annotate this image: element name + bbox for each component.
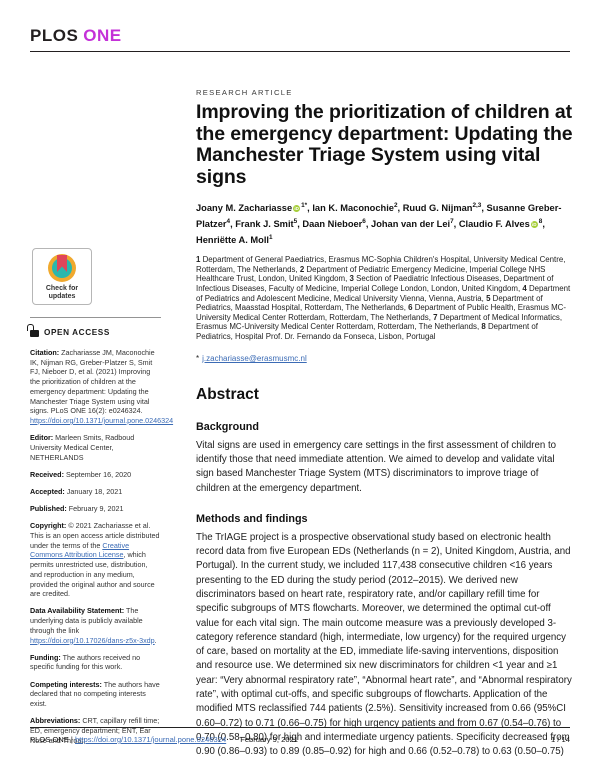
abstract-heading: Abstract bbox=[196, 385, 259, 403]
page-footer: PLOS ONE | https://doi.org/10.1371/journ… bbox=[30, 727, 570, 744]
affiliation-number: 1 bbox=[196, 255, 203, 265]
copyright-text: © 2021 Zachariasse et al. This is an ope… bbox=[30, 521, 160, 550]
footer-date: February 9, 2021 bbox=[240, 735, 299, 744]
author-name: Claudio F. Alves iD 8, bbox=[458, 218, 545, 230]
competing-interests-block: Competing interests: The authors have de… bbox=[30, 680, 161, 709]
affiliation-number: 8 bbox=[481, 322, 488, 332]
citation-block: Citation: Zachariasse JM, Maconochie IK,… bbox=[30, 348, 173, 426]
check-for-updates-icon bbox=[48, 254, 76, 282]
footer-doi-link[interactable]: https://doi.org/10.1371/journal.pone.024… bbox=[75, 735, 227, 744]
corresponding-author-row: * j.zachariasse@erasmusmc.nl bbox=[196, 354, 574, 363]
published-label: Published: bbox=[30, 504, 67, 514]
author-name: Frank J. Smit5, bbox=[235, 218, 303, 230]
bookmark-ribbon-icon bbox=[57, 255, 67, 272]
author-list: Joany M. Zachariasse iD 1*, Ian K. Maconoc… bbox=[196, 199, 574, 247]
open-access-row: OPEN ACCESS bbox=[27, 324, 161, 337]
background-text: Vital signs are used in emergency care s… bbox=[196, 439, 557, 494]
corresponding-email-link[interactable]: j.zachariasse@erasmusmc.nl bbox=[202, 353, 307, 363]
methods-heading: Methods and findings bbox=[196, 512, 308, 525]
author-name: Ruud G. Nijman2,3, bbox=[402, 202, 487, 214]
affiliation-number: 6 bbox=[408, 303, 415, 313]
journal-header: PLOS ONE bbox=[30, 26, 570, 52]
page-number: 1 / 14 bbox=[551, 735, 570, 744]
author-name: Daan Nieboer6, bbox=[302, 218, 372, 230]
badge-label-line2: updates bbox=[48, 293, 76, 300]
article: RESEARCH ARTICLE Improving the prioritiz… bbox=[196, 88, 574, 760]
published-block: Published: February 9, 2021 bbox=[30, 504, 161, 514]
orcid-icon[interactable]: iD bbox=[293, 205, 301, 213]
methods-text: The TrIAGE project is a prospective obse… bbox=[196, 531, 572, 758]
affiliation-number: 3 bbox=[349, 274, 357, 284]
data-availability-link[interactable]: https://doi.org/10.17026/dans-z5x-3xdp bbox=[30, 635, 155, 645]
data-availability-label: Data Availability Statement: bbox=[30, 606, 125, 616]
brand-plos: PLOS bbox=[30, 26, 79, 45]
editor-text: Marleen Smits, Radboud University Medica… bbox=[30, 433, 135, 462]
published-date: February 9, 2021 bbox=[66, 504, 124, 514]
background-heading: Background bbox=[196, 420, 259, 433]
cc-license-link[interactable]: Creative Commons Attribution License bbox=[30, 540, 130, 560]
article-type: RESEARCH ARTICLE bbox=[196, 88, 293, 97]
affiliation-number: 2 bbox=[299, 264, 307, 274]
data-availability-text-after: . bbox=[154, 635, 157, 645]
journal-logo[interactable]: PLOS ONE bbox=[30, 26, 570, 46]
copyright-label: Copyright: bbox=[30, 521, 67, 531]
orcid-icon[interactable]: iD bbox=[530, 221, 538, 229]
affiliation-number: 7 bbox=[433, 312, 440, 322]
funding-text: The authors received no specific funding… bbox=[30, 652, 141, 672]
author-name: Johan van der Lei7, bbox=[371, 218, 459, 230]
received-label: Received: bbox=[30, 469, 64, 479]
affiliation-list: 1 Department of General Paediatrics, Era… bbox=[196, 255, 571, 342]
sidebar-divider bbox=[30, 317, 161, 318]
affiliation-number: 5 bbox=[486, 293, 493, 303]
funding-label: Funding: bbox=[30, 652, 61, 662]
footer-journal: PLOS ONE | bbox=[30, 735, 76, 744]
author-name: Henriëtte A. Moll1 bbox=[196, 234, 273, 246]
open-lock-icon bbox=[27, 324, 39, 337]
data-availability-text: The underlying data is publicly availabl… bbox=[30, 606, 143, 635]
data-availability-block: Data Availability Statement: The underly… bbox=[30, 606, 161, 645]
editor-block: Editor: Marleen Smits, Radboud Universit… bbox=[30, 433, 161, 462]
open-access-label: OPEN ACCESS bbox=[44, 328, 110, 337]
abbreviations-text: CRT, capillary refill time; ED, emergenc… bbox=[30, 716, 160, 745]
abbreviations-block: Abbreviations: CRT, capillary refill tim… bbox=[30, 716, 161, 745]
citation-label: Citation: bbox=[30, 348, 60, 357]
received-block: Received: September 16, 2020 bbox=[30, 470, 161, 480]
competing-interests-label: Competing interests: bbox=[30, 679, 102, 689]
author-name: Joany M. Zachariasse iD 1*, bbox=[196, 202, 313, 214]
badge-label-line1: Check for bbox=[45, 285, 79, 292]
abbreviations-label: Abbreviations: bbox=[30, 716, 81, 726]
citation-doi-link[interactable]: https://doi.org/10.1371/journal.pone.024… bbox=[30, 415, 174, 425]
accepted-block: Accepted: January 18, 2021 bbox=[30, 487, 161, 497]
author-name: Ian K. Maconochie2, bbox=[312, 202, 403, 214]
accepted-date: January 18, 2021 bbox=[64, 486, 123, 496]
article-title: Improving the prioritization of children… bbox=[196, 101, 573, 188]
editor-label: Editor: bbox=[30, 433, 54, 443]
competing-interests-text: The authors have declared that no compet… bbox=[30, 679, 160, 709]
copyright-block: Copyright: © 2021 Zachariasse et al. Thi… bbox=[30, 521, 161, 599]
footer-citation: PLOS ONE | https://doi.org/10.1371/journ… bbox=[30, 735, 298, 744]
author-name: Susanne Greber-Platzer4, bbox=[196, 203, 562, 230]
citation-text: Zachariasse JM, Maconochie IK, Nijman RG… bbox=[30, 348, 155, 416]
sidebar: Check for updates OPEN ACCESS Citation: … bbox=[27, 248, 173, 753]
check-for-updates-badge[interactable]: Check for updates bbox=[32, 248, 92, 305]
received-date: September 16, 2020 bbox=[63, 469, 132, 479]
funding-block: Funding: The authors received no specifi… bbox=[30, 653, 161, 672]
accepted-label: Accepted: bbox=[30, 486, 65, 496]
brand-one: ONE bbox=[83, 26, 122, 45]
copyright-text-after: , which permits unrestricted use, distri… bbox=[30, 550, 155, 599]
affiliation-number: 4 bbox=[522, 284, 529, 294]
email-marker: * bbox=[196, 353, 200, 363]
